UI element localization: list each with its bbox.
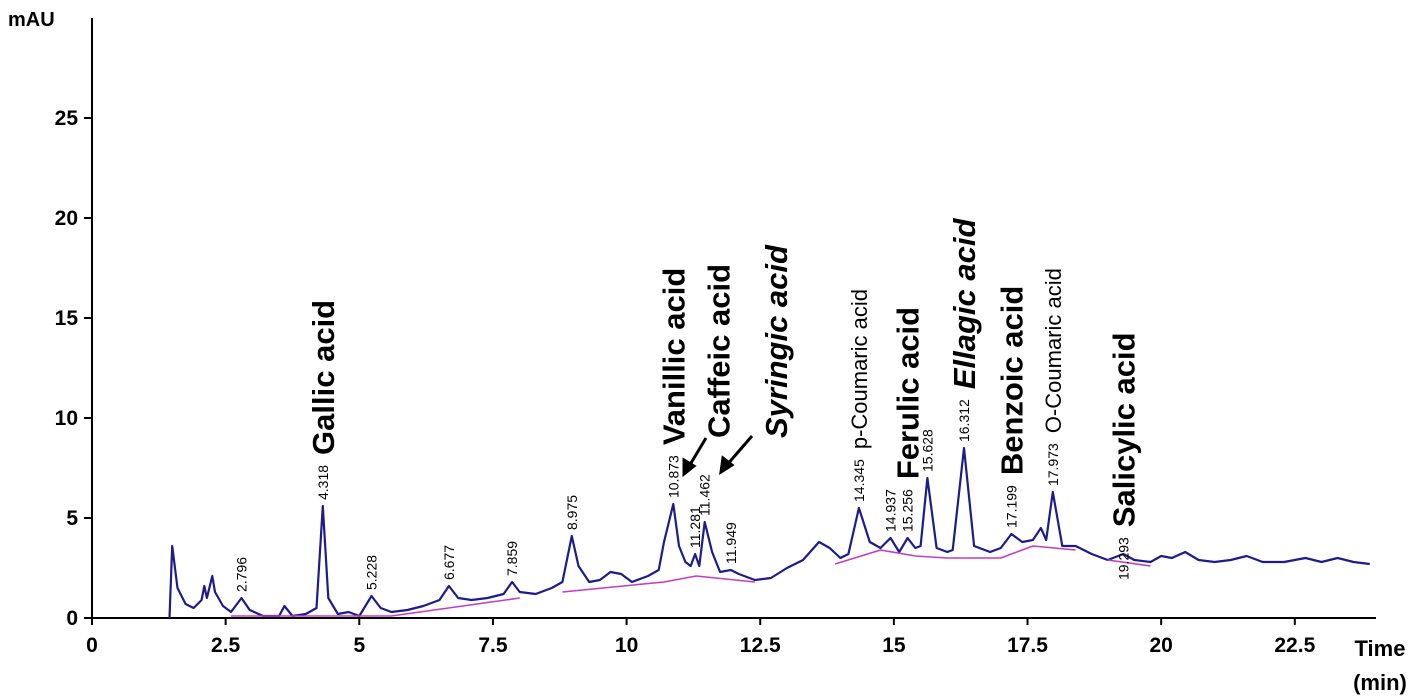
x-tick-label: 15	[882, 634, 906, 657]
retention-time: 16.312	[956, 399, 972, 442]
x-axis-label: Time (min)	[1353, 636, 1407, 695]
compound-name: Syringic acid	[759, 244, 794, 438]
y-tick-label: 5	[66, 507, 78, 530]
compound-name: Salicylic acid	[1106, 332, 1141, 527]
x-tick-label: 0	[86, 634, 98, 657]
retention-time: 10.873	[665, 455, 681, 498]
x-tick-label: 10	[615, 634, 638, 657]
peak-label: 6.677	[441, 545, 457, 580]
compound-name: Benzoic acid	[994, 286, 1029, 476]
compound-name: Ferulic acid	[890, 307, 925, 479]
retention-time: 19.293	[1115, 537, 1131, 580]
peak-label: 7.859	[504, 541, 520, 576]
x-tick-label: 12.5	[740, 634, 781, 657]
peak-label: 8.975	[564, 495, 580, 530]
x-tick-label: 20	[1149, 634, 1172, 657]
x-tick-label: 7.5	[478, 634, 508, 657]
retention-time: 14.937	[883, 489, 899, 532]
retention-time: 17.973	[1045, 443, 1061, 486]
compound-name: O-Coumaric acid	[1040, 268, 1065, 433]
peak-label: 15.628	[919, 429, 935, 472]
retention-time: 8.975	[564, 495, 580, 530]
y-tick-label: 25	[55, 107, 79, 130]
arrows	[682, 435, 754, 478]
retention-time: 2.796	[233, 557, 249, 592]
arrow-head	[719, 455, 735, 476]
compound-name: Gallic acid	[305, 300, 340, 455]
arrow	[724, 435, 754, 467]
retention-time: 11.949	[723, 522, 739, 564]
peak-label: 14.345 p-Coumaric acid	[846, 289, 871, 502]
arrow-head	[682, 457, 697, 478]
retention-time: 14.345	[851, 459, 867, 502]
compound-name: Caffeic acid	[702, 264, 737, 438]
compound-name: p-Coumaric acid	[846, 289, 871, 449]
peak-label: 15.256 Ferulic acid	[890, 307, 925, 532]
trace	[168, 446, 1370, 619]
retention-time: 5.228	[363, 555, 379, 590]
peak-label: 17.973 O-Coumaric acid	[1040, 268, 1065, 486]
peak-label: 2.796	[233, 557, 249, 592]
peak-label: 19.293 Salicylic acid	[1106, 332, 1141, 580]
peak-label: 17.199 Benzoic acid	[994, 286, 1029, 528]
retention-time: 15.628	[919, 429, 935, 472]
peak-label: 11.281	[687, 506, 703, 548]
compound-name: Ellagic acid	[947, 218, 982, 390]
retention-time: 11.462	[697, 474, 713, 516]
peak-label: 14.937	[883, 489, 899, 532]
x-tick-label: 22.5	[1274, 634, 1315, 657]
y-tick-label: 0	[66, 607, 78, 630]
y-tick-label: 20	[55, 207, 78, 230]
retention-time: 17.199	[1003, 485, 1019, 528]
compound-name: Vanillic acid	[656, 268, 691, 445]
y-tick-label: 15	[55, 307, 79, 330]
retention-time: 4.318	[315, 465, 331, 500]
x-tick-label: 17.5	[1007, 634, 1048, 657]
peak-label: 5.228	[363, 555, 379, 590]
retention-time: 6.677	[441, 545, 457, 580]
x-tick-label: 5	[353, 634, 365, 657]
y-axis-label: mAU	[8, 9, 55, 31]
peak-label: 4.318 Gallic acid	[305, 300, 340, 500]
retention-time: 11.281	[687, 506, 703, 548]
peak-label: 11.462	[697, 474, 713, 516]
y-tick-label: 10	[55, 407, 78, 430]
trace	[231, 545, 1151, 617]
peak-label: 10.873 Vanillic acid	[656, 268, 691, 498]
peak-label: 16.312 Ellagic acid	[947, 218, 982, 442]
retention-time: 7.859	[504, 541, 520, 576]
peak-label: 11.949	[723, 522, 739, 564]
x-tick-label: 2.5	[211, 634, 241, 657]
retention-time: 15.256	[900, 489, 916, 532]
